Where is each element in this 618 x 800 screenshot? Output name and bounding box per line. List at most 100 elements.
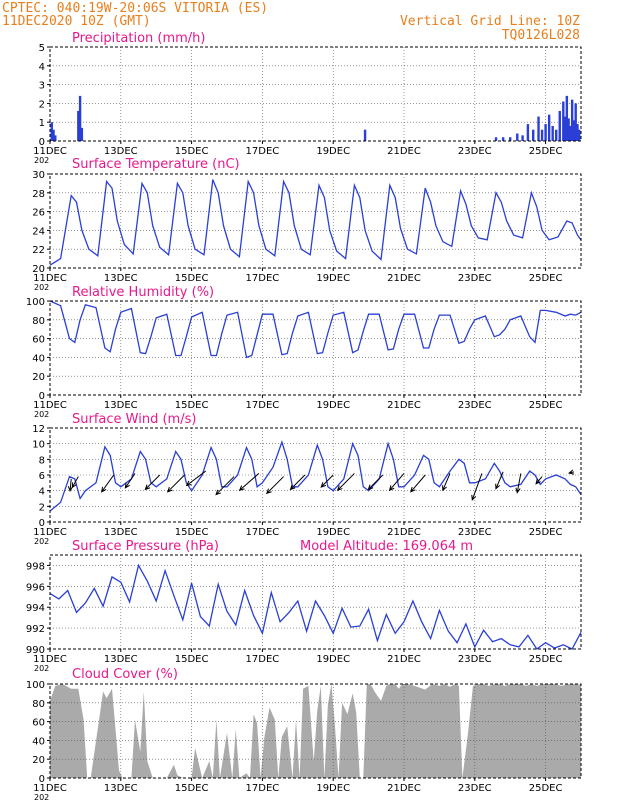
humidity-year-label: 202 [34,410,49,419]
header-grid-note: Vertical Grid Line: 10Z [400,14,580,29]
model-altitude-label: Model Altitude: 169.064 m [300,539,473,554]
pressure-x-tick-label: 11DEC [33,654,67,665]
humidity-x-tick-label: 19DEC [316,400,350,411]
pressure-x-tick-label: 17DEC [246,654,280,665]
wind-arrow [495,471,504,490]
precipitation-x-tick-label: 15DEC [175,146,209,157]
wind-arrow [535,476,543,485]
precipitation-bar [54,135,57,141]
wind-arrow [367,474,384,491]
humidity-y-tick-label: 100 [26,297,45,308]
wind-x-tick-label: 13DEC [104,527,138,538]
humidity-x-tick-label: 23DEC [458,400,492,411]
wind-x-tick-label: 15DEC [175,527,209,538]
precipitation-bar [501,137,505,141]
wind-x-ticks: 11DEC 13DEC 15DEC 17DEC 19DEC 21DEC 23DEC 25DEC… [33,522,562,546]
pressure-y-tick-label: 990 [26,645,45,656]
pressure-x-tick-label: 23DEC [458,654,492,665]
cloud-x-tick-label: 11DEC [33,783,67,794]
pressure-x-tick-label: 19DEC [316,654,350,665]
humidity-y-tick-label: 60 [32,335,45,346]
wind-arrow [336,473,355,492]
wind-arrow [471,473,483,501]
temperature-y-ticks: 20 22 24 26 28 30 [32,170,50,275]
humidity-x-tick-label: 17DEC [246,400,280,411]
cloud-y-tick-label: 60 [32,718,45,729]
wind-x-tick-label: 23DEC [458,527,492,538]
precipitation-bar [567,118,570,141]
wind-speed-line [49,440,582,512]
temperature-x-tick-label: 15DEC [175,273,209,284]
precipitation-bar [540,129,544,141]
precipitation-x-tick-label: 13DEC [104,146,138,157]
wind-x-tick-label: 25DEC [529,527,563,538]
precipitation-y-tick-label: 1 [39,118,45,129]
precipitation-bar [578,129,581,141]
humidity-title: Relative Humidity (%) [72,285,214,300]
cloud-y-tick-label: 20 [32,755,45,766]
panel-pressure: Surface Pressure (hPa) Model Altitude: 1… [26,539,582,673]
temperature-x-tick-label: 11DEC [33,273,67,284]
wind-y-tick-label: 12 [32,424,45,435]
wind-x-tick-label: 17DEC [246,527,280,538]
wind-frame [49,427,582,523]
temperature-x-tick-label: 13DEC [104,273,138,284]
panel-humidity: Relative Humidity (%) 0 20 40 60 80 100 11DEC… [26,285,582,419]
precipitation-x-tick-label: 19DEC [316,146,350,157]
pressure-x-tick-label: 21DEC [387,654,421,665]
wind-title: Surface Wind (m/s) [72,412,196,427]
precipitation-bar [526,124,530,141]
cloud-y-tick-label: 0 [39,774,45,785]
precipitation-bar [52,129,55,141]
temperature-x-tick-label: 17DEC [246,273,280,284]
wind-year-label: 202 [34,537,49,546]
precipitation-bar [537,116,540,141]
wind-arrow [388,473,405,492]
precipitation-bar [363,129,367,141]
wind-arrow [101,474,115,493]
wind-arrows [67,469,575,501]
temperature-y-tick-label: 20 [32,264,45,275]
temperature-y-tick-label: 22 [32,245,45,256]
humidity-x-tick-label: 21DEC [387,400,421,411]
precipitation-y-tick-label: 4 [39,62,45,73]
humidity-y-tick-label: 0 [39,391,45,402]
humidity-x-tick-label: 15DEC [175,400,209,411]
humidity-x-tick-label: 13DEC [104,400,138,411]
cloud-area [50,684,581,778]
pressure-x-tick-label: 25DEC [529,654,563,665]
precipitation-y-tick-label: 2 [39,99,45,110]
cloud-title: Cloud Cover (%) [72,667,178,682]
pressure-title: Surface Pressure (hPa) [72,539,219,554]
precipitation-y-tick-label: 0 [39,137,45,148]
wind-y-tick-label: 8 [39,455,45,466]
wind-arrow [185,470,207,487]
wind-arrow [144,474,161,491]
temperature-year-label: 202 [34,283,49,292]
pressure-y-tick-label: 994 [26,603,45,614]
precipitation-bar [78,95,82,141]
wind-x-tick-label: 21DEC [387,527,421,538]
header-model-id: TQ0126L028 [502,28,580,43]
cloud-y-tick-label: 100 [26,680,45,691]
temperature-y-tick-label: 30 [32,170,45,181]
precipitation-y-ticks: 0 1 2 3 4 5 [39,43,50,148]
precipitation-bar [50,122,53,141]
precipitation-bar [544,124,547,141]
wind-y-tick-label: 4 [39,487,45,498]
precipitation-bar [547,114,551,141]
humidity-y-tick-label: 40 [32,353,45,364]
cloud-year-label: 202 [34,793,49,800]
temperature-x-tick-label: 19DEC [316,273,350,284]
humidity-y-ticks: 0 20 40 60 80 100 [26,297,50,402]
precipitation-bar [576,124,579,141]
cloud-x-tick-label: 23DEC [458,783,492,794]
panel-precipitation: Precipitation (mm/h) 0 1 2 3 4 5 11DEC 13DEC 15… [33,31,582,165]
cloud-x-tick-label: 13DEC [104,783,138,794]
temperature-x-tick-label: 25DEC [529,273,563,284]
panel-temperature: Surface Temperature (nC) 20 22 24 26 28 30 11… [32,157,582,292]
wind-arrow [515,473,522,494]
humidity-x-tick-label: 25DEC [529,400,563,411]
temperature-y-tick-label: 24 [32,226,45,237]
